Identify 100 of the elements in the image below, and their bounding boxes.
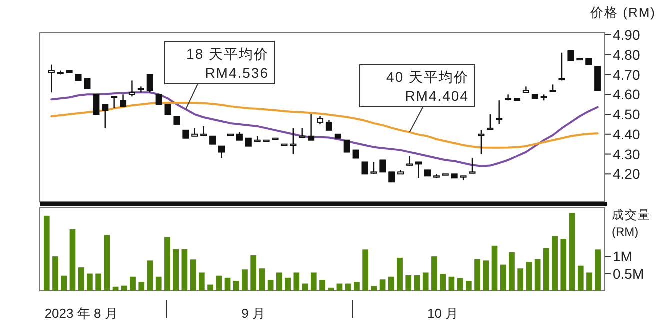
candlestick xyxy=(156,94,162,106)
bar xyxy=(173,249,180,291)
bar xyxy=(138,282,145,291)
bar xyxy=(371,286,378,291)
bar xyxy=(578,266,584,291)
bar xyxy=(474,259,480,291)
bar xyxy=(52,256,58,291)
bar xyxy=(276,272,282,291)
candlestick xyxy=(415,162,422,179)
bar xyxy=(388,276,394,291)
bar xyxy=(285,278,291,291)
y-tick-label: 4.30 xyxy=(613,146,640,162)
y-tick-label: 4.60 xyxy=(613,86,640,103)
bar xyxy=(320,280,326,291)
candlestick xyxy=(478,130,485,155)
bar xyxy=(130,276,136,291)
bar xyxy=(216,276,222,291)
y-tick-label: 4.90 xyxy=(613,26,640,43)
bar xyxy=(397,258,403,291)
bar xyxy=(302,284,308,291)
bar xyxy=(44,216,50,291)
y-axis-title: 成交量 (RM) xyxy=(612,208,651,239)
bar xyxy=(466,281,472,291)
annotation: 40 天平均价 xyxy=(386,69,469,85)
bar xyxy=(406,276,412,291)
bar xyxy=(112,286,119,291)
candlestick xyxy=(380,160,386,173)
bar xyxy=(448,276,455,291)
bar xyxy=(156,276,162,291)
candlestick xyxy=(362,162,368,175)
y-tick-label: 4.50 xyxy=(613,106,640,123)
bar xyxy=(518,268,524,291)
candlestick xyxy=(568,50,574,62)
bar xyxy=(526,262,532,291)
candlestick xyxy=(290,128,297,155)
bar xyxy=(483,260,490,291)
bar xyxy=(552,236,558,291)
bar xyxy=(432,256,438,291)
line-series xyxy=(50,102,599,149)
bar xyxy=(500,264,506,291)
bar xyxy=(492,246,498,291)
bar xyxy=(121,286,128,291)
y-tick-label: 1M xyxy=(613,248,632,265)
bar xyxy=(336,284,343,291)
candlestick xyxy=(326,120,332,132)
candlestick xyxy=(594,66,602,92)
bar xyxy=(354,282,360,291)
bar xyxy=(560,238,567,291)
candlestick xyxy=(120,94,127,108)
x-tick-label: 10 月 xyxy=(428,306,459,321)
bar xyxy=(70,229,76,291)
bar xyxy=(328,288,334,291)
bar xyxy=(440,274,446,291)
candlestick xyxy=(496,100,503,126)
bar xyxy=(586,272,592,291)
candlestick xyxy=(102,104,109,130)
candlestick xyxy=(200,126,208,137)
candlestick xyxy=(218,146,226,159)
bar xyxy=(345,284,352,291)
candlestick xyxy=(48,64,55,94)
bar xyxy=(147,260,154,291)
bar xyxy=(164,237,170,291)
y-tick-label: 4.20 xyxy=(613,166,640,182)
bar xyxy=(569,213,576,291)
bar xyxy=(544,248,550,291)
bar xyxy=(198,272,205,291)
candlestick xyxy=(344,140,350,153)
bar xyxy=(362,250,368,291)
candlestick xyxy=(84,78,91,90)
y-tick-label: 4.70 xyxy=(613,66,640,83)
bar xyxy=(96,274,102,291)
y-tick-label: 4.80 xyxy=(613,46,640,63)
bar xyxy=(595,250,602,291)
bar xyxy=(534,259,541,291)
bar xyxy=(78,268,84,291)
candlestick xyxy=(388,172,396,183)
bar xyxy=(414,276,420,291)
candlestick xyxy=(128,80,136,98)
candlestick xyxy=(164,104,172,116)
bar xyxy=(61,276,68,291)
candlestick xyxy=(299,128,306,139)
candlestick xyxy=(308,114,315,141)
bar xyxy=(250,256,257,291)
bar xyxy=(509,252,515,291)
bar xyxy=(259,268,266,291)
bar xyxy=(310,272,317,291)
candlestick xyxy=(93,94,100,116)
bar xyxy=(233,281,240,291)
bar xyxy=(182,249,188,291)
x-tick-label: 9 月 xyxy=(242,306,266,321)
bar xyxy=(87,274,93,291)
annotation: 18 天平均价 xyxy=(186,46,269,62)
bar xyxy=(268,280,274,291)
candlestick xyxy=(558,52,566,82)
bar xyxy=(422,272,429,291)
bar xyxy=(224,278,231,291)
annotation: RM4.404 xyxy=(405,88,469,104)
candlestick xyxy=(469,158,476,174)
y-tick-label: 0.5M xyxy=(613,266,644,282)
candlestick xyxy=(111,96,118,110)
